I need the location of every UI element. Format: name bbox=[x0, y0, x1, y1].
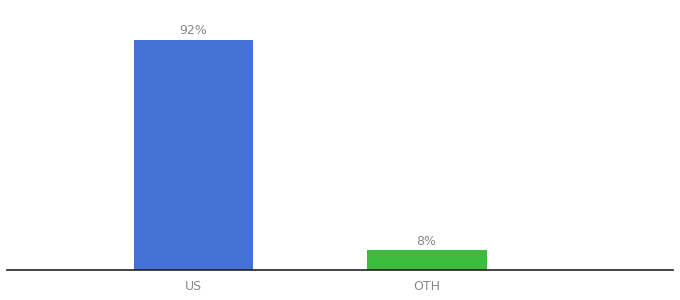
Bar bbox=[133, 40, 254, 270]
Text: 8%: 8% bbox=[417, 235, 437, 248]
Text: 92%: 92% bbox=[180, 24, 207, 37]
Bar bbox=[367, 250, 487, 270]
